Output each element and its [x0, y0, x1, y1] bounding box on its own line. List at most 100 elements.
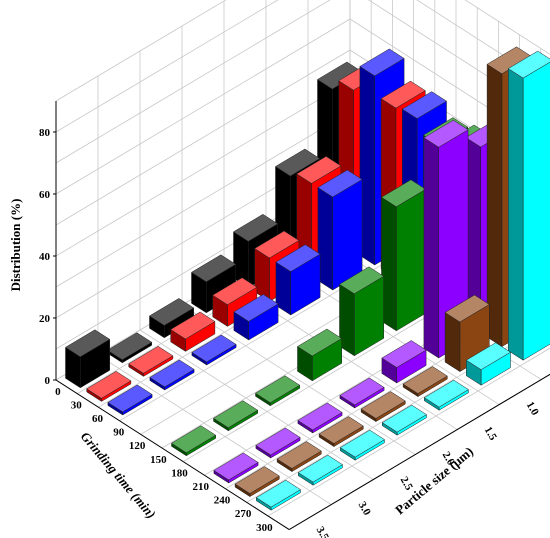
x-axis-title: Grinding time (min) — [78, 429, 159, 522]
bar-270min-3.0um — [297, 454, 343, 486]
z-tick-label: 0 — [45, 375, 51, 387]
z-tick-label: 60 — [39, 189, 51, 201]
bar-face-top — [360, 391, 406, 419]
bar-face-top — [191, 334, 237, 363]
bar-60min-3.0um — [149, 359, 195, 391]
bar-240min-3.0um — [276, 441, 322, 473]
bar-270min-3.5um — [255, 479, 301, 511]
time-tick-label: 240 — [214, 495, 231, 507]
z-tick-label: 80 — [39, 127, 51, 139]
bar-face-top — [86, 371, 132, 399]
bar-30min-2.5um — [170, 311, 216, 352]
bar-face-top — [171, 425, 217, 453]
bar-0min-3.0um — [107, 332, 153, 364]
bar-240min-2.5um — [318, 416, 364, 448]
gridline-left-wall — [55, 0, 227, 102]
time-tick-label: 120 — [129, 440, 146, 452]
bar-60min-2.0um — [233, 294, 279, 341]
bar-150min-1.0um — [381, 179, 427, 332]
bar-face-top — [402, 366, 448, 394]
y-axis-line — [288, 373, 550, 531]
bar-150min-2.5um — [255, 375, 301, 407]
gridline-left-wall — [55, 0, 279, 133]
bar-face-top — [381, 340, 427, 368]
gridline-right-wall — [464, 0, 550, 55]
tick-layer: 02040608003060901201501802102402703000.5… — [39, 127, 542, 538]
z-axis-title: Distribution (%) — [8, 199, 23, 292]
bar-150min-1.5um — [339, 266, 385, 357]
bar-210min-1.0um — [423, 119, 469, 359]
bar-face-top — [317, 169, 363, 198]
bar-face-top — [296, 156, 342, 184]
time-tick-label: 30 — [71, 399, 83, 411]
bar-270min-1.5um — [423, 379, 469, 411]
bar-face-top — [297, 328, 343, 357]
bar-face-top — [339, 266, 385, 295]
size-tick-label: 3.0 — [356, 500, 374, 518]
bar-240min-3.5um — [234, 466, 280, 498]
gridline-left-wall — [55, 18, 351, 195]
bar-face-top — [149, 359, 195, 388]
bar-60min-1.0um — [317, 169, 363, 291]
z-tick-label: 20 — [39, 313, 51, 325]
bar-face-top — [297, 402, 343, 431]
bar-face-top — [423, 119, 469, 148]
gridline-left-wall — [55, 49, 351, 226]
bar-210min-3.5um — [213, 452, 259, 484]
bar-face-top — [233, 214, 279, 242]
bar-face-top — [234, 466, 280, 494]
bar-face-top — [170, 311, 216, 340]
time-tick-label: 210 — [193, 481, 210, 493]
bar-150min-3.5um — [171, 425, 217, 457]
bar-face-top — [359, 48, 405, 77]
z-tick-label: 40 — [39, 251, 51, 263]
bar-face-top — [255, 427, 301, 456]
bar-face-front — [396, 188, 426, 332]
bar-face-top — [107, 384, 153, 413]
gridline-left-wall — [55, 0, 331, 164]
bar-face-top — [213, 452, 259, 481]
time-tick-label: 180 — [171, 467, 188, 479]
time-tick-label: 300 — [256, 522, 273, 534]
size-tick-label: 1.0 — [524, 400, 542, 418]
time-tick-label: 60 — [92, 413, 104, 425]
gridline-floor — [139, 329, 374, 480]
gridline-left-wall — [55, 80, 351, 257]
bar-face-top — [318, 416, 364, 444]
bar-face-top — [465, 342, 511, 370]
bar-face-top — [275, 244, 321, 272]
gridline-floor — [97, 354, 332, 505]
bar-270min-2.0um — [381, 404, 427, 436]
bar-210min-3.0um — [255, 427, 301, 459]
x-axis-line — [55, 379, 290, 531]
gridline-left-wall — [55, 111, 351, 288]
bar-face-top — [128, 346, 174, 374]
bar-face-top — [191, 254, 237, 283]
bar-face-top — [381, 404, 427, 433]
bar-face-top — [254, 230, 300, 259]
bar-face-top — [423, 379, 469, 408]
bar-face-top — [380, 80, 426, 109]
bar-face-top — [213, 400, 259, 428]
bar-layer — [65, 46, 550, 511]
bar-60min-1.5um — [275, 244, 321, 316]
bar-210min-1.5um — [381, 340, 427, 384]
bar-210min-2.0um — [339, 377, 385, 409]
bar-30min-3.0um — [128, 346, 174, 377]
bar-240min-2.0um — [360, 391, 406, 423]
bar-face-top — [233, 294, 279, 322]
gridline-floor — [267, 347, 550, 517]
gridline-floor — [181, 304, 416, 455]
bar-0min-3.5um — [65, 329, 111, 389]
bar-face-top — [107, 332, 153, 360]
bar-face-top — [65, 329, 111, 358]
bar-270min-2.5um — [339, 429, 385, 461]
bar-face-side — [444, 312, 461, 373]
bar-face-top — [255, 375, 301, 403]
bar-face-front — [522, 61, 550, 361]
time-tick-label: 270 — [235, 508, 252, 520]
bar-210min-2.5um — [297, 402, 343, 434]
bar-240min-1.5um — [402, 366, 448, 398]
time-tick-label: 90 — [113, 427, 125, 439]
